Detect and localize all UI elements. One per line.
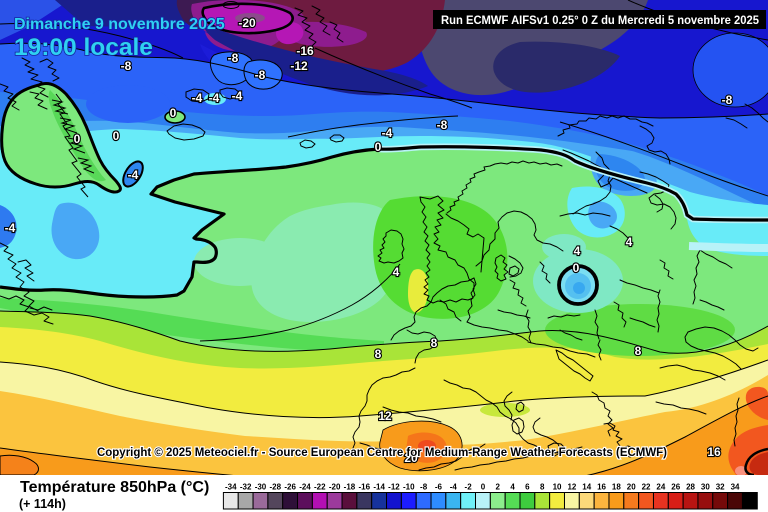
svg-text:20: 20 (627, 483, 636, 492)
svg-text:-4: -4 (450, 483, 458, 492)
svg-text:-8: -8 (228, 51, 239, 65)
svg-text:10: 10 (553, 483, 562, 492)
svg-text:-4: -4 (5, 221, 16, 235)
svg-text:16: 16 (597, 483, 606, 492)
svg-text:0: 0 (481, 483, 486, 492)
svg-text:4: 4 (574, 244, 581, 258)
svg-text:6: 6 (525, 483, 530, 492)
svg-text:-4: -4 (382, 126, 393, 140)
svg-text:0: 0 (170, 106, 177, 120)
svg-text:-24: -24 (299, 483, 311, 492)
svg-text:-6: -6 (435, 483, 443, 492)
svg-text:28: 28 (686, 483, 695, 492)
svg-text:4: 4 (626, 235, 633, 249)
svg-text:12: 12 (567, 483, 576, 492)
svg-text:0: 0 (573, 261, 580, 275)
svg-text:-4: -4 (232, 89, 243, 103)
svg-text:-16: -16 (296, 44, 314, 58)
svg-text:-8: -8 (722, 93, 733, 107)
svg-text:-16: -16 (359, 483, 371, 492)
svg-text:-8: -8 (255, 68, 266, 82)
svg-text:14: 14 (582, 483, 591, 492)
svg-text:24: 24 (656, 483, 665, 492)
svg-text:22: 22 (642, 483, 651, 492)
svg-text:0: 0 (113, 129, 120, 143)
svg-text:-12: -12 (388, 483, 400, 492)
svg-text:-20: -20 (329, 483, 341, 492)
svg-text:0: 0 (375, 140, 382, 154)
svg-text:-34: -34 (225, 483, 237, 492)
svg-text:8: 8 (431, 336, 438, 350)
svg-text:-8: -8 (121, 59, 132, 73)
svg-text:30: 30 (701, 483, 710, 492)
svg-text:2: 2 (496, 483, 501, 492)
svg-text:-18: -18 (344, 483, 356, 492)
svg-text:-8: -8 (420, 483, 428, 492)
svg-text:-28: -28 (270, 483, 282, 492)
svg-text:0: 0 (74, 132, 81, 146)
svg-text:20: 20 (404, 451, 418, 465)
svg-text:Copyright © 2025 Meteociel.fr: Copyright © 2025 Meteociel.fr - Source E… (97, 447, 667, 459)
svg-text:(+ 114h): (+ 114h) (19, 497, 66, 511)
svg-text:-10: -10 (403, 483, 415, 492)
svg-text:4: 4 (393, 265, 400, 279)
svg-text:4: 4 (510, 483, 515, 492)
svg-text:26: 26 (671, 483, 680, 492)
svg-text:-20: -20 (238, 16, 256, 30)
svg-text:-26: -26 (284, 483, 296, 492)
svg-text:-2: -2 (465, 483, 473, 492)
svg-text:16: 16 (707, 445, 721, 459)
svg-text:-30: -30 (255, 483, 267, 492)
svg-text:-14: -14 (373, 483, 385, 492)
svg-text:-4: -4 (192, 91, 203, 105)
svg-text:8: 8 (540, 483, 545, 492)
svg-text:-4: -4 (209, 91, 220, 105)
svg-text:8: 8 (375, 347, 382, 361)
svg-text:-22: -22 (314, 483, 326, 492)
svg-text:19:00 locale: 19:00 locale (14, 34, 153, 61)
svg-text:-32: -32 (240, 483, 252, 492)
svg-text:-8: -8 (437, 118, 448, 132)
svg-text:Run ECMWF AIFSv1 0.25° 0 Z du: Run ECMWF AIFSv1 0.25° 0 Z du Mercredi 5… (441, 14, 760, 27)
svg-text:-12: -12 (290, 59, 308, 73)
svg-text:18: 18 (612, 483, 621, 492)
svg-text:8: 8 (635, 344, 642, 358)
svg-text:32: 32 (716, 483, 725, 492)
svg-text:12: 12 (378, 409, 392, 423)
svg-text:Température 850hPa (°C): Température 850hPa (°C) (20, 479, 209, 496)
svg-text:34: 34 (731, 483, 740, 492)
svg-text:-4: -4 (128, 168, 139, 182)
svg-text:Dimanche 9 novembre 2025: Dimanche 9 novembre 2025 (14, 16, 225, 33)
